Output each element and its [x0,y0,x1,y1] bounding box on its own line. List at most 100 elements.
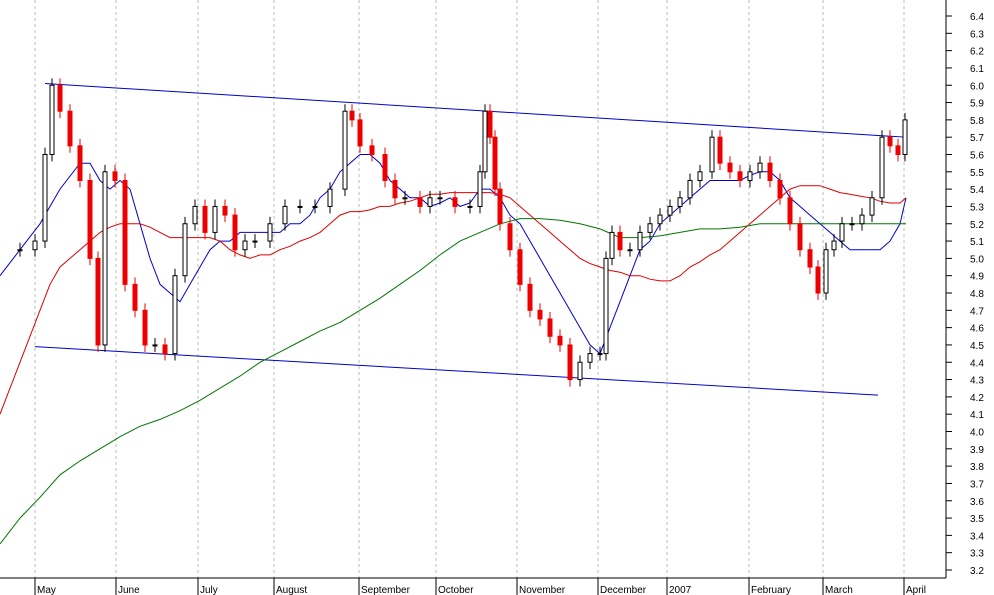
axes [0,0,947,579]
candle-body [42,154,48,242]
moving-average-line [0,154,907,355]
candle-body [737,171,743,181]
candle-body [627,249,633,252]
y-tick-label: 3.7 [970,479,984,490]
candle-body [112,171,118,181]
candle-body [807,249,813,268]
y-tick-label: 4.3 [970,376,984,387]
y-tick-label: 6.2 [970,47,984,58]
candle-body [687,179,693,199]
candle-body [487,110,493,138]
candle-body [342,110,348,190]
y-tick-label: 6.0 [970,81,984,92]
y-tick-label: 5.0 [970,254,984,265]
candle-body [349,110,355,121]
y-tick-label: 3.2 [970,566,984,577]
y-tick-label: 3.8 [970,462,984,473]
candle-body [452,197,458,207]
candle-body [547,318,553,337]
candle-body [467,205,473,208]
y-tick-label: 5.9 [970,99,984,110]
y-tick-label: 5.7 [970,133,984,144]
candle-body [831,240,837,251]
trendline [44,83,907,138]
candle-body [122,179,128,285]
candle-body [369,145,375,155]
y-tick-label: 4.5 [970,341,984,352]
candle-body [232,214,238,251]
candle-body [839,223,845,242]
candle-body [697,171,703,181]
x-tick-label: October [438,585,474,595]
y-tick-label: 3.9 [970,445,984,456]
candle-body [482,110,488,173]
candle-body [17,249,23,252]
candle-body [402,197,408,200]
candle-body [617,231,623,251]
candle-body [895,145,901,155]
candle-body [152,344,158,347]
candle-body [717,136,723,164]
y-tick-label: 4.0 [970,428,984,439]
candle-body [142,309,148,346]
candle-body [87,179,93,259]
y-axis-ticks: 6.4 6.3 6.2 6.1 6.0 5.9 5.8 5.7 5.6 5.5 5.4 5.3 5.2 5… [946,12,984,577]
candle-body [437,197,443,200]
candle-body [382,154,388,181]
candle-body [67,110,73,147]
candle-body [815,266,821,294]
candle-body [297,205,303,208]
y-tick-label: 5.1 [970,237,984,248]
candle-body [557,335,563,346]
candle-body [192,205,198,225]
x-tick-label: December [600,585,647,595]
candle-body [517,249,523,285]
candle-body [879,136,885,199]
candle-body [497,188,503,225]
candle-body [567,344,573,381]
candle-body [657,214,663,225]
y-tick-label: 5.8 [970,116,984,127]
x-tick-label: June [118,585,140,595]
y-tick-label: 4.7 [970,306,984,317]
candle-body [747,171,753,181]
x-tick-label: 2007 [669,585,692,595]
y-tick-label: 3.5 [970,514,984,525]
month-gridlines [34,0,905,578]
candle-body [797,223,803,251]
candle-body [252,240,258,243]
candle-body [859,214,865,225]
y-tick-label: 4.4 [970,358,984,369]
candle-body [507,223,513,251]
y-tick-label: 5.2 [970,220,984,231]
candle-body [312,205,318,208]
x-tick-label: April [906,585,926,595]
candle-body [787,197,793,225]
y-tick-label: 4.6 [970,324,984,335]
candle-body [709,136,715,173]
y-tick-label: 6.3 [970,29,984,40]
candle-body [727,162,733,173]
candle-body [182,223,188,277]
y-tick-label: 3.3 [970,549,984,560]
candle-body [577,361,583,381]
candle-body [777,179,783,199]
x-tick-label: November [519,585,566,595]
candle-body [222,205,228,216]
y-tick-label: 6.4 [970,12,984,23]
price-series [17,78,908,387]
candle-body [767,162,773,181]
candle-body [849,223,855,226]
candle-body [887,136,893,147]
candle-body [32,240,38,251]
y-tick-label: 4.8 [970,289,984,300]
candle-body [647,223,653,233]
candle-body [477,171,483,207]
candle-body [162,344,168,355]
y-tick-label: 5.6 [970,151,984,162]
candle-body [823,249,829,294]
y-tick-label: 4.1 [970,410,984,421]
x-tick-label: July [200,585,218,595]
